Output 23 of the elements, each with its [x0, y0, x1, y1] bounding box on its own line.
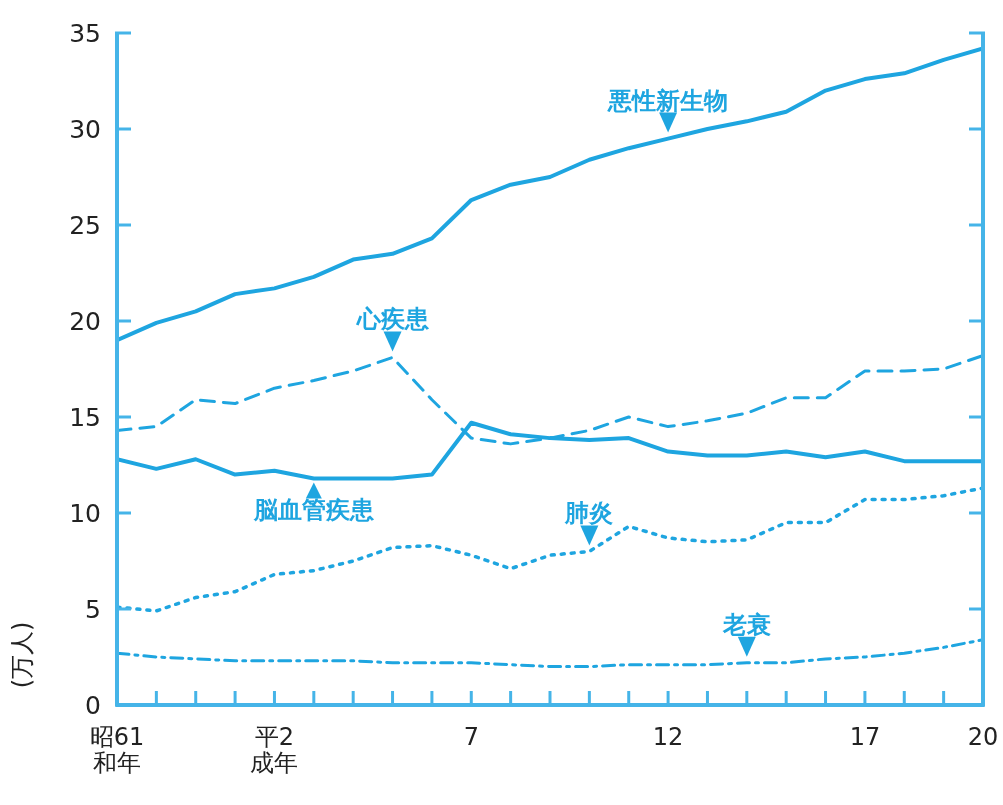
y-tick-label: 30	[69, 115, 101, 144]
x-tick-label: 平2 成年	[250, 723, 299, 777]
series-label: 肺炎	[564, 499, 614, 528]
y-tick-label: 25	[69, 211, 101, 240]
y-tick-label: 5	[85, 595, 101, 624]
x-tick-label: 昭61 和年	[89, 723, 145, 777]
x-tick-label: 7	[463, 723, 479, 751]
y-tick-label: 10	[69, 499, 101, 528]
line-series	[117, 46, 983, 343]
y-tick-label: 0	[85, 691, 101, 720]
y-tick-label: 35	[69, 19, 101, 48]
y-tick-label: 20	[69, 307, 101, 336]
x-tick-label: 17	[849, 723, 881, 751]
y-tick-label: 15	[69, 403, 101, 432]
line-series	[117, 638, 983, 669]
x-tick-label: 12	[652, 723, 684, 751]
legend-label: 脳血管疾患	[252, 496, 375, 525]
line-series	[117, 486, 983, 613]
series-label: 心疾患	[355, 305, 430, 334]
y-axis-title: (万人)	[8, 621, 36, 689]
x-tick-label: 20	[967, 723, 999, 751]
series-label: 悪性新生物	[607, 86, 729, 115]
series-label: 老衰	[721, 610, 771, 639]
